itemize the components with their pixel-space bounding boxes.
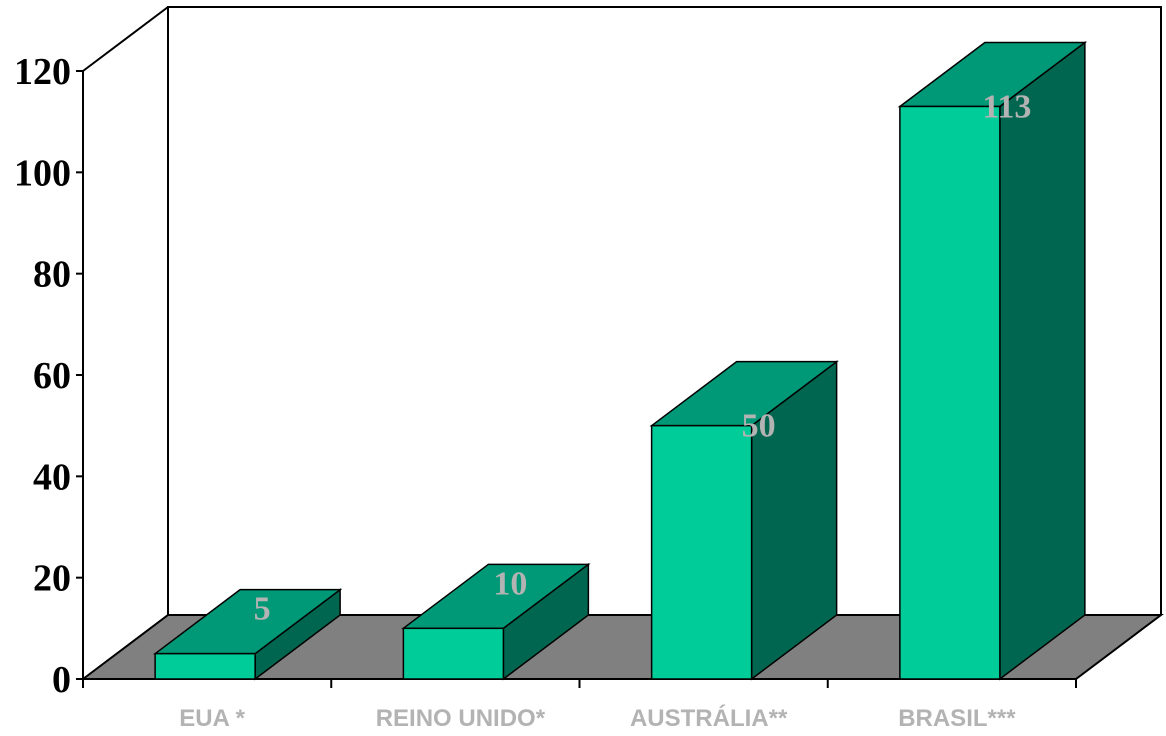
bar-front-face: [650, 424, 753, 680]
chart-walls: [82, 6, 1162, 615]
side-wall-top-edge: [82, 6, 169, 72]
x-category-label: AUSTRÁLIA**: [630, 704, 788, 732]
chart-axes: 0 20 40 60 80 100 120: [14, 51, 1077, 701]
x-category-label: BRASIL***: [898, 705, 1016, 732]
y-tick-label: 60: [33, 355, 71, 397]
y-tick-label: 0: [52, 659, 71, 701]
y-tick-label: 80: [33, 254, 71, 296]
bars-group: [152, 40, 1088, 681]
y-tick-label: 20: [33, 558, 71, 600]
y-tick-label: 40: [33, 456, 71, 498]
labels-group: 5 EUA * 10 REINO UNIDO* 50 AUSTRÁLIA** 113 BRAS…: [179, 88, 1031, 732]
data-label: 10: [493, 565, 527, 602]
bar-front-face: [402, 627, 505, 680]
bar: [897, 40, 1088, 681]
bar-front-face: [899, 105, 1001, 680]
y-tick-label: 120: [14, 51, 71, 93]
y-tick-label: 100: [14, 152, 71, 194]
back-wall: [167, 6, 1162, 615]
bar-front-face: [154, 652, 256, 680]
bar: [401, 562, 591, 681]
data-label: 5: [254, 591, 271, 628]
data-label: 50: [742, 408, 776, 445]
x-category-label: EUA *: [179, 705, 245, 732]
data-label: 113: [982, 88, 1031, 125]
bar-side-face: [999, 40, 1086, 681]
bar: [152, 588, 343, 681]
bar: [649, 360, 839, 681]
x-category-label: REINO UNIDO*: [376, 705, 546, 732]
